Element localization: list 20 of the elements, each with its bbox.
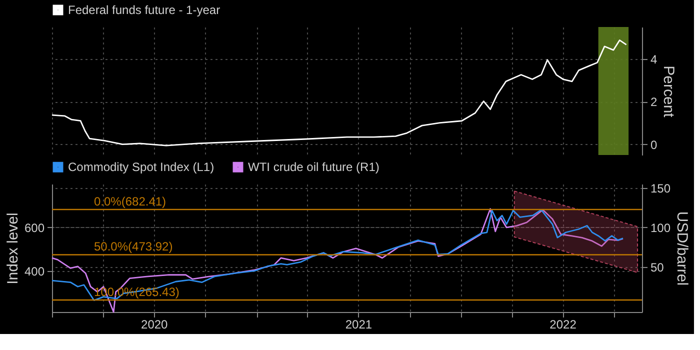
x-tick-label: 2022 bbox=[550, 318, 577, 332]
y2-axis-title: Percent bbox=[660, 66, 678, 118]
line-series bbox=[51, 40, 628, 146]
y2-tick-label: 150 bbox=[650, 181, 671, 196]
y2-tick-label: 4 bbox=[650, 52, 658, 66]
y-tick-label: 400 bbox=[24, 264, 45, 278]
ref-line-label: 0.0%(682.41) bbox=[94, 194, 166, 209]
y-tick-label: 600 bbox=[24, 220, 45, 235]
y2-tick-label: 0 bbox=[650, 138, 658, 152]
y2-axis-title: USD/barrel bbox=[674, 211, 691, 286]
x-tick-label: 2021 bbox=[345, 318, 372, 332]
legend-label: Federal funds future - 1-year bbox=[68, 3, 220, 17]
legend-label: WTI crude oil future (R1) bbox=[248, 160, 380, 174]
y2-tick-label: 50 bbox=[650, 260, 664, 274]
y2-tick-label: 2 bbox=[650, 95, 658, 110]
x-tick-label: 2020 bbox=[141, 318, 168, 332]
y2-tick-label: 100 bbox=[650, 220, 671, 235]
ref-line-label: 50.0%(473.92) bbox=[94, 240, 173, 254]
y-axis-title: Index level bbox=[4, 212, 22, 284]
legend-label: Commodity Spot Index (L1) bbox=[68, 160, 214, 174]
